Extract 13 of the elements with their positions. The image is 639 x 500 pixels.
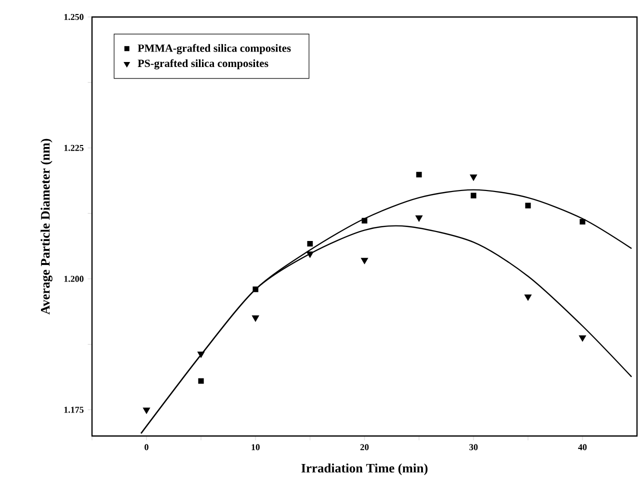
x-tick-label: 10 [252,444,260,450]
y-tick-label: 1.175 [64,406,84,413]
x-axis-title: Irradiation Time (min) [301,463,428,476]
x-tick-label: 0 [144,444,148,450]
y-tick-label: 1.250 [64,14,84,20]
y-tick-label: 1.200 [64,276,84,282]
legend-label: PS-grafted silica composites [138,59,268,70]
x-tick-label: 20 [360,444,369,450]
legend-label: PMMA-grafted silica composites [138,44,291,54]
y-axis-title: Average Particle Diameter (nm) [40,138,52,315]
x-tick-label: 40 [578,444,587,450]
y-tick-label: 1.225 [64,144,84,151]
x-tick-label: 30 [469,444,478,450]
